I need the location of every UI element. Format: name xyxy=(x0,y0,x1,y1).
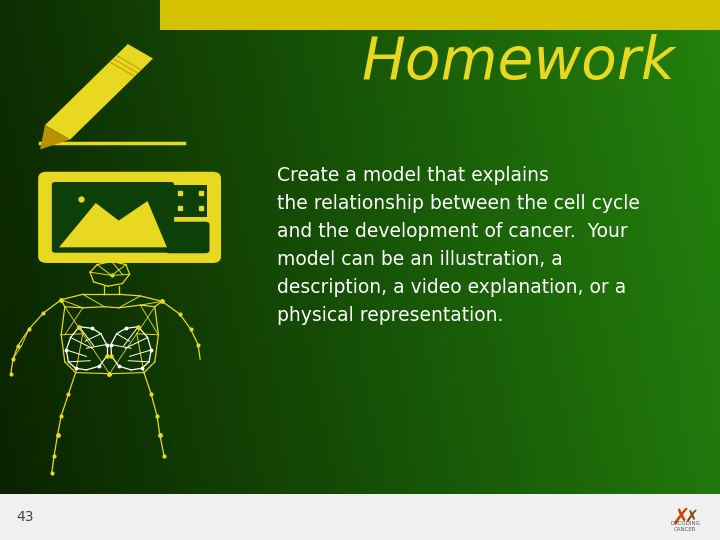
Text: Homework: Homework xyxy=(361,33,675,91)
Polygon shape xyxy=(45,44,153,139)
Text: DECODING
CANCER: DECODING CANCER xyxy=(670,521,701,532)
FancyBboxPatch shape xyxy=(160,0,720,30)
Text: ✗: ✗ xyxy=(684,508,698,526)
FancyBboxPatch shape xyxy=(0,494,720,540)
Polygon shape xyxy=(40,125,70,150)
Text: ✗: ✗ xyxy=(671,507,690,528)
Polygon shape xyxy=(59,201,167,247)
Text: Create a model that explains
the relationship between the cell cycle
and the dev: Create a model that explains the relatio… xyxy=(277,166,640,325)
Text: 43: 43 xyxy=(16,510,33,524)
FancyBboxPatch shape xyxy=(166,222,210,253)
FancyBboxPatch shape xyxy=(38,172,221,263)
Polygon shape xyxy=(124,42,153,58)
FancyBboxPatch shape xyxy=(168,185,207,217)
FancyBboxPatch shape xyxy=(52,182,174,253)
